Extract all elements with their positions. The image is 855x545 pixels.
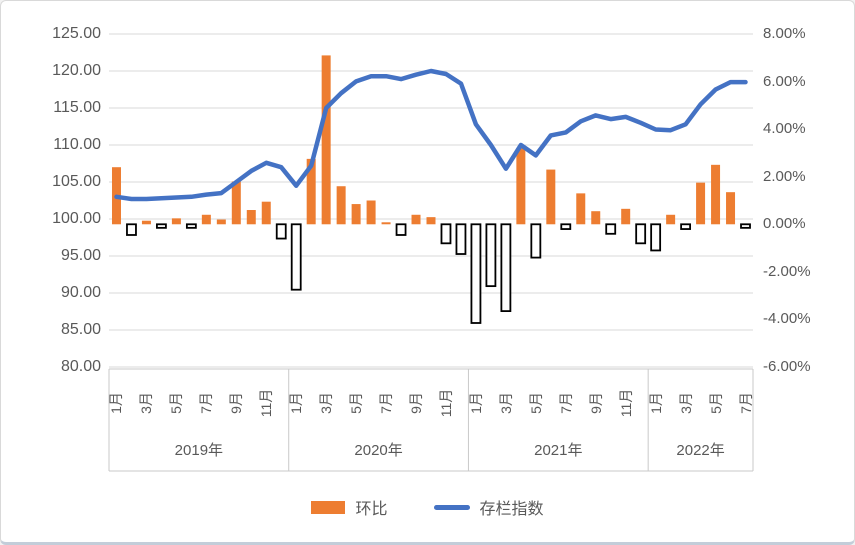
y-axis-left-label: 120.00 — [52, 62, 101, 79]
bar-环比-2 — [126, 223, 137, 236]
y-axis-right-label: -2.00% — [763, 262, 811, 280]
y-axis-left-label: 95.00 — [60, 247, 101, 264]
y-axis-right-label: 0.00% — [763, 215, 806, 233]
bar-环比-17 — [351, 204, 361, 225]
line-series-cunlan-index — [114, 68, 748, 202]
month-tick-label: 7月 — [378, 392, 395, 414]
month-tick-label: 7月 — [737, 392, 754, 414]
y-axis-right-label: -6.00% — [763, 358, 811, 375]
y-axis-left-label: 80.00 — [60, 358, 101, 375]
legend-label-cunlan-index: 存栏指数 — [479, 501, 544, 518]
month-tick-label: 3月 — [497, 392, 514, 414]
bar-环比-28 — [516, 148, 526, 225]
bar-环比-15 — [321, 55, 331, 225]
month-tick-label: 3月 — [318, 392, 335, 414]
y-axis-right-label: -4.00% — [763, 310, 811, 328]
bar-环比-38 — [666, 214, 676, 225]
year-label: 2020年 — [354, 442, 403, 459]
bar-环比-42 — [726, 192, 736, 225]
chart-legend: 环比 存栏指数 — [1, 495, 854, 519]
bar-环比-3 — [141, 220, 151, 225]
bar-环比-10 — [246, 210, 256, 225]
bar-环比-41 — [711, 164, 721, 225]
bar-环比-34 — [605, 223, 617, 235]
y-axis-left-label: 90.00 — [60, 284, 101, 301]
y-axis-left-label: 115.00 — [53, 99, 101, 116]
bar-环比-24 — [455, 223, 467, 255]
month-tick-label: 5月 — [527, 392, 544, 414]
month-tick-label: 11月 — [258, 388, 275, 418]
legend-item-huanbi: 环比 — [311, 495, 388, 519]
bar-环比-43 — [740, 223, 751, 229]
month-tick-label: 1月 — [288, 392, 305, 414]
month-tick-label: 3月 — [138, 392, 155, 414]
bar-环比-32 — [576, 193, 586, 225]
bar-环比-16 — [336, 186, 346, 225]
month-tick-label: 1月 — [108, 392, 125, 414]
bar-环比-18 — [366, 200, 376, 225]
month-tick-label: 11月 — [437, 388, 454, 418]
bar-环比-37 — [650, 223, 662, 252]
bar-环比-14 — [306, 158, 316, 225]
y-axis-left-label: 110.00 — [53, 136, 101, 153]
y-axis-right-label: 4.00% — [763, 120, 806, 138]
month-tick-label: 5月 — [707, 392, 724, 414]
bar-环比-30 — [546, 169, 556, 225]
bar-环比-36 — [635, 223, 647, 245]
bar-环比-19 — [381, 222, 391, 225]
y-axis-right-label: 6.00% — [763, 72, 806, 90]
month-tick-label: 3月 — [677, 392, 694, 414]
bar-环比-4 — [156, 223, 167, 229]
bar-环比-9 — [231, 181, 241, 225]
legend-bar-swatch-icon — [311, 500, 346, 514]
legend-item-cunlan-index: 存栏指数 — [433, 495, 544, 519]
year-label: 2022年 — [676, 442, 725, 459]
month-tick-label: 5月 — [168, 392, 185, 414]
bar-环比-7 — [201, 214, 211, 225]
bar-环比-27 — [500, 223, 512, 313]
bar-环比-13 — [290, 223, 302, 291]
month-tick-label: 9月 — [228, 392, 245, 414]
bar-环比-22 — [426, 217, 436, 225]
y-axis-left-label: 85.00 — [60, 321, 101, 338]
legend-line-swatch-icon — [433, 504, 470, 510]
bar-环比-26 — [485, 223, 497, 288]
bar-环比-20 — [395, 223, 407, 236]
month-tick-label: 9月 — [587, 392, 604, 414]
bar-环比-6 — [185, 223, 197, 229]
year-label: 2021年 — [534, 442, 583, 459]
month-tick-label: 5月 — [348, 392, 365, 414]
bar-环比-29 — [530, 223, 542, 259]
y-axis-right-label: 2.00% — [763, 167, 806, 185]
month-tick-label: 7月 — [198, 392, 215, 414]
bar-环比-31 — [560, 223, 572, 230]
month-tick-label: 1月 — [647, 392, 664, 414]
bar-环比-21 — [411, 214, 421, 225]
month-tick-label: 11月 — [617, 388, 634, 418]
y-axis-left-label: 125.00 — [52, 25, 101, 42]
bar-环比-23 — [440, 223, 452, 245]
bar-环比-33 — [591, 211, 601, 225]
bar-环比-35 — [621, 208, 631, 225]
bar-环比-39 — [680, 223, 692, 230]
year-label: 2019年 — [174, 442, 224, 459]
y-axis-left-label: 100.00 — [52, 210, 101, 227]
bar-环比-11 — [261, 201, 271, 225]
bar-环比-25 — [470, 223, 482, 324]
bar-环比-40 — [696, 182, 706, 225]
y-axis-right-label: 8.00% — [763, 25, 806, 42]
bar-环比-8 — [216, 219, 226, 225]
y-axis-left-label: 105.00 — [52, 173, 101, 190]
bar-环比-5 — [171, 218, 181, 225]
month-tick-label: 7月 — [557, 392, 574, 414]
month-tick-label: 1月 — [467, 392, 484, 414]
month-tick-label: 9月 — [408, 392, 425, 414]
legend-label-huanbi: 环比 — [355, 501, 388, 518]
bar-环比-12 — [275, 223, 287, 240]
